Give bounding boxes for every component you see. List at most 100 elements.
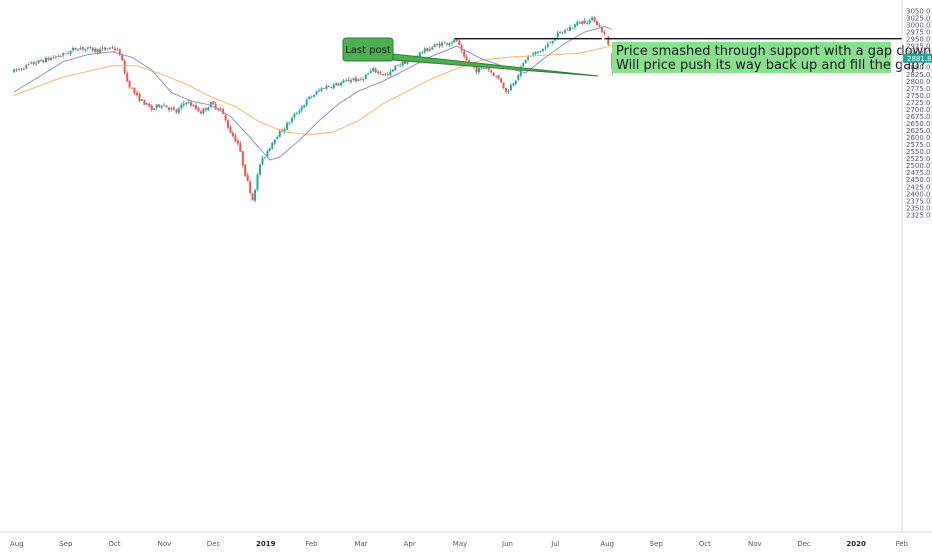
candle-body	[168, 107, 170, 110]
candle-body	[537, 51, 539, 53]
candles-layer	[13, 15, 619, 203]
candle-body	[340, 82, 343, 86]
last-price-tag: 2881.8	[903, 53, 932, 63]
candle-body	[227, 120, 229, 128]
ma-slow-line	[13, 44, 612, 136]
price-tick-label: 3000.0	[906, 22, 931, 30]
candle-body	[81, 47, 84, 50]
candle-body	[441, 42, 443, 46]
candle-body	[509, 85, 512, 91]
time-tick-label: Jul	[550, 540, 560, 548]
candle-body	[72, 48, 74, 50]
last-price-value: 2881.8	[907, 55, 932, 63]
candle-body	[182, 103, 185, 105]
candle-body	[172, 107, 175, 110]
candle-body	[418, 52, 421, 57]
candle-body	[69, 50, 72, 54]
candle-body	[318, 90, 320, 92]
candle-body	[200, 111, 202, 114]
candle-body	[573, 24, 576, 28]
candle-body	[40, 60, 43, 62]
candle-body	[364, 74, 367, 79]
candle-body	[399, 64, 402, 66]
note-line-1: Price smashed through support with a gap…	[616, 44, 932, 59]
time-tick-label: Aug	[10, 540, 24, 548]
price-tick-label: 2825.0	[906, 71, 931, 79]
candle-body	[596, 21, 598, 25]
candle-body	[155, 104, 158, 108]
candle-body	[362, 79, 365, 80]
candle-body	[136, 92, 138, 95]
candle-body	[128, 80, 131, 88]
candle-body	[123, 60, 126, 74]
candle-body	[588, 19, 591, 24]
candle-body	[131, 87, 134, 89]
candle-body	[423, 48, 426, 53]
candle-body	[86, 47, 89, 49]
candle-body	[367, 73, 370, 75]
callout-box	[342, 37, 394, 62]
candle-body	[541, 48, 544, 52]
candle-body	[295, 113, 298, 115]
price-tick-label: 2775.0	[906, 85, 931, 93]
candle-body	[49, 58, 52, 61]
candle-body	[234, 135, 237, 142]
candle-body	[175, 109, 178, 113]
time-tick-label: Oct	[699, 540, 711, 548]
candle-body	[591, 17, 594, 20]
candle-body	[96, 48, 99, 53]
time-tick-label: Dec	[797, 540, 811, 548]
candle-body	[359, 78, 362, 80]
candle-body	[84, 48, 87, 51]
candle-body	[79, 48, 82, 50]
candle-body	[212, 101, 215, 105]
candle-body	[500, 78, 503, 83]
candle-body	[487, 68, 490, 70]
candle-body	[551, 40, 554, 44]
candle-body	[477, 67, 480, 73]
candle-body	[256, 174, 259, 190]
last-post-callout[interactable]: Last post	[342, 37, 599, 77]
time-tick-label: Sep	[650, 540, 664, 548]
candle-body	[335, 83, 338, 86]
candle-body	[45, 57, 47, 63]
time-tick-label: 2020	[846, 540, 866, 548]
candle-body	[404, 60, 407, 65]
price-tick-label: 2625.0	[906, 127, 931, 135]
candle-body	[463, 51, 466, 57]
time-axis[interactable]: Aug Sep Oct Nov Dec 2019 Feb Mar Apr May Jun Jul Aug…	[0, 531, 932, 548]
candle-body	[347, 79, 350, 82]
candle-body	[111, 47, 114, 49]
candle-body	[583, 20, 586, 24]
candle-body	[342, 80, 345, 83]
candle-body	[219, 108, 222, 110]
candle-body	[323, 88, 325, 89]
price-axis[interactable]: 3050.03025.03000.02975.02950.02925.02900…	[901, 0, 932, 532]
candle-body	[396, 65, 399, 67]
candle-body	[394, 65, 397, 71]
candle-body	[22, 69, 25, 70]
candle-body	[143, 99, 146, 105]
candle-body	[77, 49, 79, 51]
candle-body	[158, 104, 161, 107]
analysis-note: Price smashed through support with a gap…	[612, 42, 932, 73]
candle-body	[586, 22, 589, 24]
last-price-tag-bg	[903, 53, 932, 63]
candle-body	[345, 80, 348, 81]
candle-body	[133, 87, 136, 94]
candle-body	[204, 108, 207, 110]
candle-body	[30, 62, 33, 64]
candle-body	[286, 123, 289, 130]
candle-body	[273, 139, 276, 144]
candle-body	[231, 132, 234, 137]
candle-body	[480, 67, 483, 69]
candle-body	[539, 50, 542, 52]
candle-body	[337, 83, 340, 86]
candle-body	[438, 43, 441, 47]
candle-body	[384, 74, 387, 75]
price-tick-label: 2375.0	[906, 197, 931, 205]
candle-body	[325, 85, 328, 89]
candle-body	[222, 108, 225, 114]
candle-body	[192, 105, 195, 106]
